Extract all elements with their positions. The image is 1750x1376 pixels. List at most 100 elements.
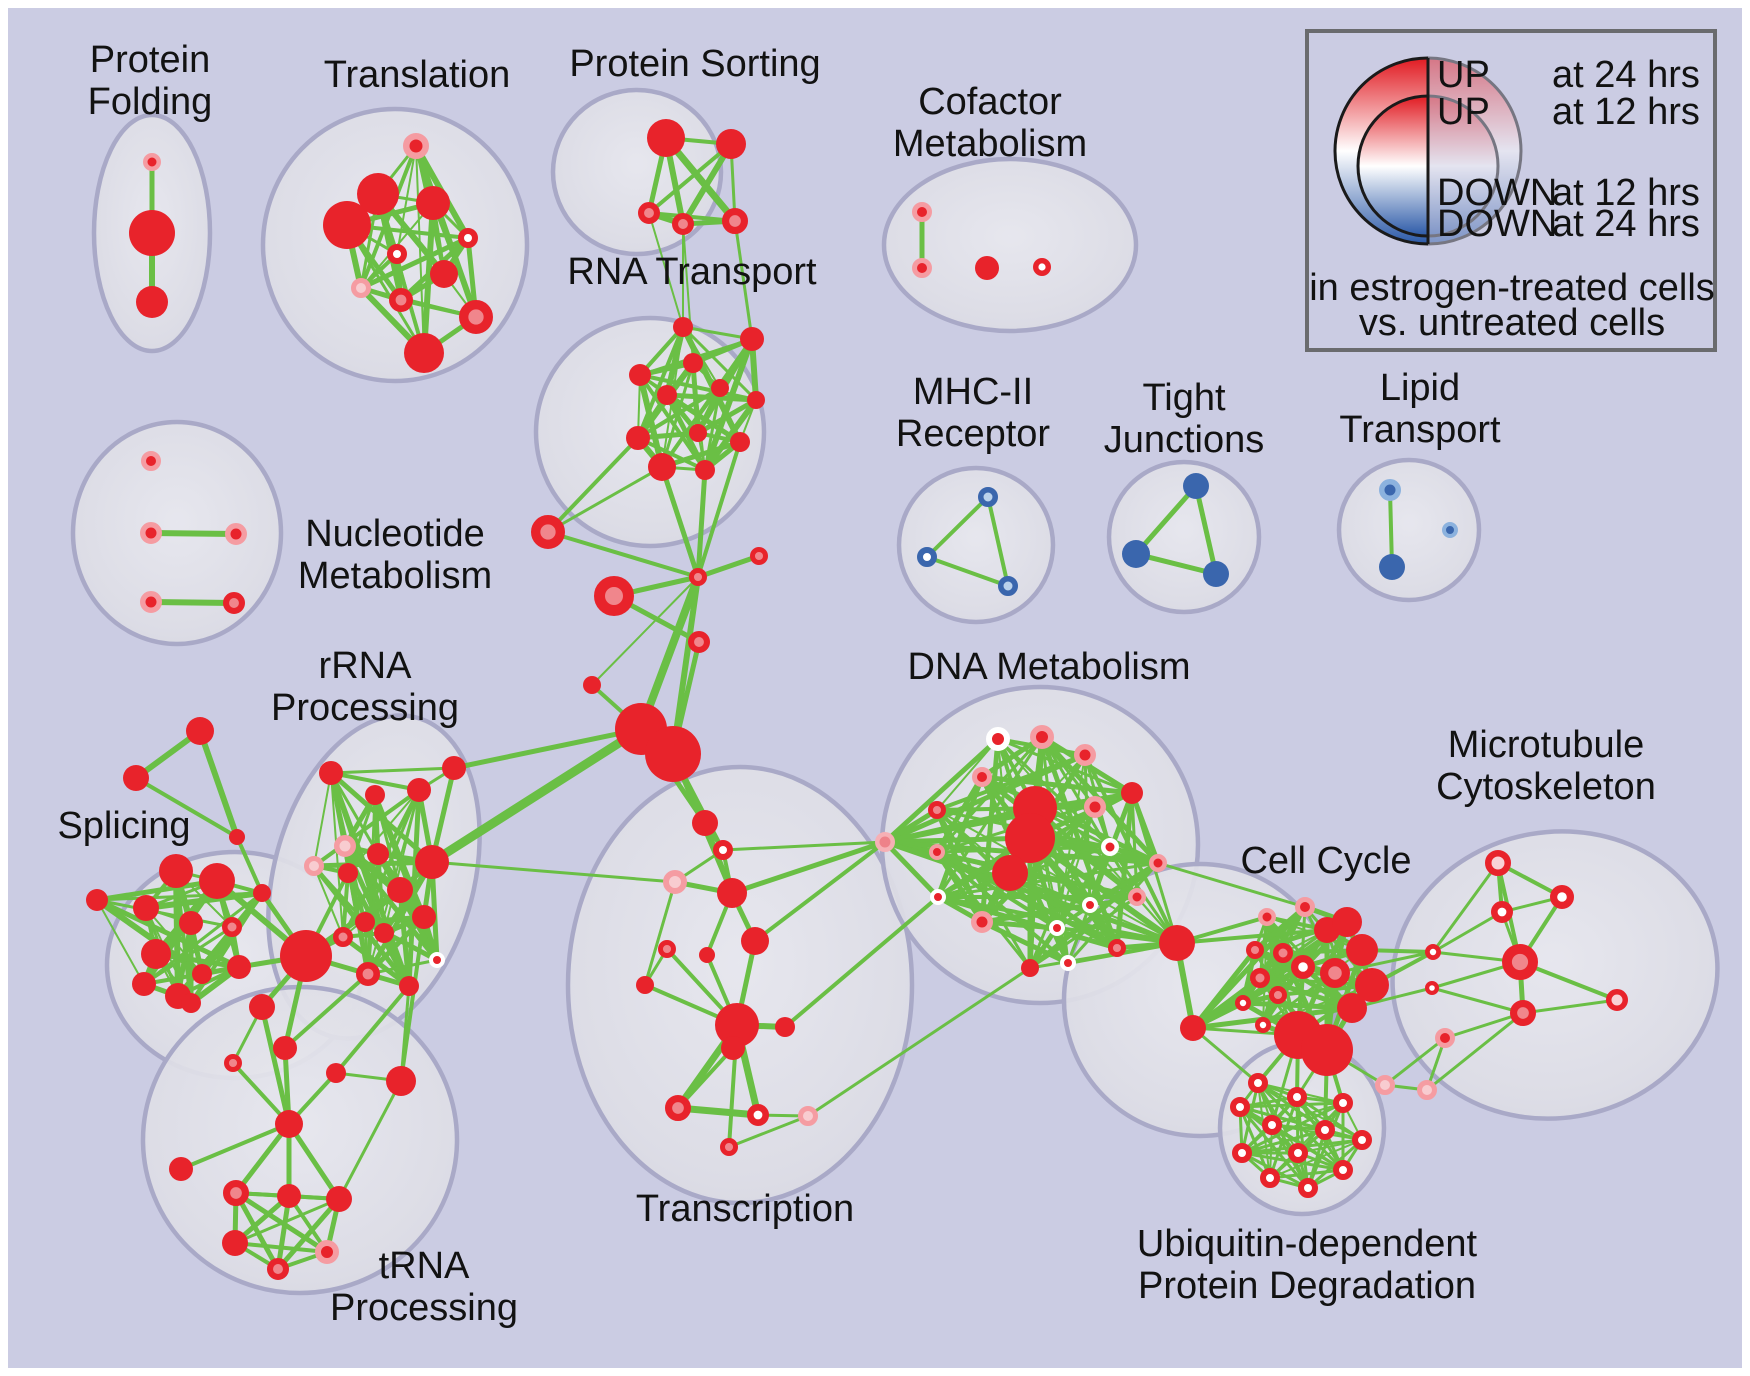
node-rr8[interactable] xyxy=(415,845,449,879)
node-cc11[interactable] xyxy=(1268,985,1287,1004)
node-tre[interactable] xyxy=(741,927,769,955)
node-sp9[interactable] xyxy=(227,955,251,979)
node-ub9[interactable] xyxy=(1288,1143,1308,1163)
node-trf[interactable] xyxy=(699,947,715,963)
node-snd[interactable] xyxy=(749,546,768,565)
node-tn4[interactable] xyxy=(273,1036,297,1060)
node-cc6[interactable] xyxy=(1245,940,1264,959)
node-ps5[interactable] xyxy=(722,207,749,234)
node-snc[interactable] xyxy=(688,567,707,586)
node-cm4[interactable] xyxy=(1032,258,1051,277)
node-trn[interactable] xyxy=(798,1106,818,1126)
node-rt9[interactable] xyxy=(689,424,707,442)
node-cc12[interactable] xyxy=(1235,995,1252,1012)
node-rt10[interactable] xyxy=(730,432,750,452)
node-trb[interactable] xyxy=(713,840,733,860)
node-ub3[interactable] xyxy=(1333,1093,1353,1113)
node-sp5[interactable] xyxy=(179,911,203,935)
node-tn3[interactable] xyxy=(224,1053,243,1072)
node-ub4[interactable] xyxy=(1230,1097,1250,1117)
node-trl[interactable] xyxy=(665,1094,692,1121)
node-ub6[interactable] xyxy=(1315,1120,1335,1140)
node-trk[interactable] xyxy=(721,1036,745,1060)
node-rr1[interactable] xyxy=(319,761,343,785)
node-ub7[interactable] xyxy=(1352,1130,1372,1150)
node-tn7[interactable] xyxy=(222,1179,249,1206)
node-mh2[interactable] xyxy=(917,547,937,567)
node-rt11[interactable] xyxy=(648,453,676,481)
node-mt2[interactable] xyxy=(1549,884,1574,909)
node-dn2[interactable] xyxy=(1030,725,1054,749)
node-sne[interactable] xyxy=(688,631,711,654)
node-dn17[interactable] xyxy=(1128,888,1146,906)
node-nm3[interactable] xyxy=(225,523,247,545)
node-t1[interactable] xyxy=(403,133,429,159)
node-trc[interactable] xyxy=(663,870,687,894)
node-rt12[interactable] xyxy=(695,460,715,480)
node-snb[interactable] xyxy=(594,576,634,616)
node-cc9[interactable] xyxy=(1320,958,1350,988)
node-ft3[interactable] xyxy=(229,829,245,845)
node-t7[interactable] xyxy=(430,260,458,288)
node-cc14[interactable] xyxy=(1180,1015,1206,1041)
node-tn9[interactable] xyxy=(326,1186,352,1212)
node-dn23[interactable] xyxy=(1060,955,1076,971)
node-dn6[interactable] xyxy=(1121,782,1143,804)
node-rr12[interactable] xyxy=(412,905,436,929)
node-sp11[interactable] xyxy=(253,884,271,902)
node-trj[interactable] xyxy=(775,1017,795,1037)
node-rr5[interactable] xyxy=(304,856,324,876)
node-tj3[interactable] xyxy=(1203,561,1229,587)
node-dn4[interactable] xyxy=(972,767,992,787)
node-mt6[interactable] xyxy=(1424,980,1439,995)
node-rr11[interactable] xyxy=(374,923,394,943)
node-mt5[interactable] xyxy=(1425,944,1442,961)
node-rt6[interactable] xyxy=(711,379,729,397)
node-dn13[interactable] xyxy=(992,855,1028,891)
node-cc4[interactable] xyxy=(1332,907,1362,937)
node-trd[interactable] xyxy=(717,878,747,908)
node-nm4[interactable] xyxy=(140,591,162,613)
node-mt3[interactable] xyxy=(1491,900,1514,923)
node-tn8[interactable] xyxy=(277,1184,301,1208)
node-t10[interactable] xyxy=(458,299,493,334)
node-mh1[interactable] xyxy=(978,487,998,507)
node-dn10[interactable] xyxy=(1101,838,1119,856)
node-ps3[interactable] xyxy=(638,201,661,224)
node-dn8[interactable] xyxy=(875,832,895,852)
node-tri[interactable] xyxy=(636,976,654,994)
node-sp6[interactable] xyxy=(222,917,242,937)
node-rr3[interactable] xyxy=(407,778,431,802)
node-cc1[interactable] xyxy=(1258,908,1276,926)
node-dn7[interactable] xyxy=(1084,796,1106,818)
node-rr13[interactable] xyxy=(333,927,353,947)
node-tro[interactable] xyxy=(719,1137,738,1156)
node-cc16[interactable] xyxy=(1301,1024,1353,1076)
node-ft1[interactable] xyxy=(186,717,214,745)
node-ft2[interactable] xyxy=(123,765,149,791)
node-tj1[interactable] xyxy=(1183,473,1209,499)
node-rt7[interactable] xyxy=(747,391,765,409)
node-pf2[interactable] xyxy=(129,210,175,256)
node-t9[interactable] xyxy=(388,287,413,312)
node-pf1[interactable] xyxy=(143,153,161,171)
node-sp12[interactable] xyxy=(132,972,156,996)
node-mt7[interactable] xyxy=(1606,989,1628,1011)
node-cc5[interactable] xyxy=(1346,934,1378,966)
node-dn14[interactable] xyxy=(1149,854,1167,872)
node-rt3[interactable] xyxy=(629,364,651,386)
node-nm5[interactable] xyxy=(222,592,245,615)
node-dn22[interactable] xyxy=(1021,959,1039,977)
node-rr14[interactable] xyxy=(429,952,445,968)
node-cc2[interactable] xyxy=(1295,897,1315,917)
node-mt11[interactable] xyxy=(1417,1080,1437,1100)
node-mt9[interactable] xyxy=(1435,1028,1455,1048)
node-rr16[interactable] xyxy=(399,976,419,996)
node-t4[interactable] xyxy=(323,201,371,249)
node-dn18[interactable] xyxy=(1082,897,1098,913)
node-ub11[interactable] xyxy=(1260,1168,1280,1188)
node-rt4[interactable] xyxy=(683,353,703,373)
node-rr4[interactable] xyxy=(334,835,356,857)
node-trg[interactable] xyxy=(657,939,676,958)
node-sp1[interactable] xyxy=(159,854,193,888)
